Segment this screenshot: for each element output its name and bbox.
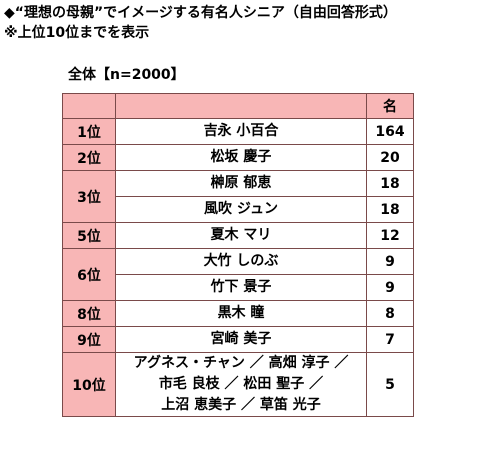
ranking-table: 名 1位 吉永 小百合 164 2位 松坂 慶子 20 3位 榊原 郁恵 18 風吹 ジュン 18 5… xyxy=(62,93,414,417)
name-cell: 竹下 景子 xyxy=(115,274,367,301)
name-cell: 風吹 ジュン xyxy=(115,196,367,223)
name-line: 松坂 慶子 xyxy=(210,149,272,165)
row: 3位 榊原 郁恵 18 xyxy=(62,170,414,223)
count-cell: 12 xyxy=(366,222,414,249)
row: 1位 吉永 小百合 164 xyxy=(62,118,414,145)
rank-cell: 1位 xyxy=(62,118,116,145)
name-cell: 黒木 瞳 xyxy=(115,300,367,327)
name-cell: 榊原 郁恵 xyxy=(115,170,367,197)
header-cell xyxy=(62,93,116,119)
count-cell: 9 xyxy=(366,248,414,275)
count-cell: 18 xyxy=(366,196,414,223)
header-row: 名 xyxy=(62,93,414,119)
name-line: 宮崎 美子 xyxy=(210,331,272,347)
name-line: 黒木 瞳 xyxy=(217,305,265,321)
count-cell: 9 xyxy=(366,274,414,301)
title-block: ◆“理想の母親”でイメージする有名人シニア（自由回答形式） ※上位10位までを表… xyxy=(4,3,397,43)
rank-cell: 9位 xyxy=(62,326,116,353)
count-cell: 7 xyxy=(366,326,414,353)
count-cell: 18 xyxy=(366,170,414,197)
name-cell: 宮崎 美子 xyxy=(115,326,367,353)
count-cell: 5 xyxy=(366,352,414,417)
title: ◆“理想の母親”でイメージする有名人シニア（自由回答形式） xyxy=(4,5,397,21)
name-line: 榊原 郁恵 xyxy=(210,175,272,191)
rank-cell: 2位 xyxy=(62,144,116,171)
rank-cell: 3位 xyxy=(62,170,116,223)
name-line: 夏木 マリ xyxy=(210,227,272,243)
row: 5位 夏木 マリ 12 xyxy=(62,222,414,249)
rank-cell: 6位 xyxy=(62,248,116,301)
header-cell: 名 xyxy=(366,93,414,119)
row: 8位 黒木 瞳 8 xyxy=(62,300,414,327)
row: 風吹 ジュン 18 xyxy=(63,196,414,223)
rank-cell: 5位 xyxy=(62,222,116,249)
name-line: 吉永 小百合 xyxy=(203,123,279,139)
count-cell: 8 xyxy=(366,300,414,327)
row: 2位 松坂 慶子 20 xyxy=(62,144,414,171)
count-cell: 20 xyxy=(366,144,414,171)
row: 10位 アグネス・チャン ／ 高畑 淳子 ／ 市毛 良枝 ／ 松田 聖子 ／ 上沼 恵… xyxy=(62,352,414,417)
table-body: 名 1位 吉永 小百合 164 2位 松坂 慶子 20 3位 榊原 郁恵 18 風吹 ジュン 18 5… xyxy=(62,93,414,417)
row: 6位 大竹 しのぶ 9 xyxy=(62,248,414,301)
header-cell xyxy=(115,93,367,119)
name-line: 竹下 景子 xyxy=(210,279,272,295)
count-cell: 164 xyxy=(366,118,414,145)
name-line: 市毛 良枝 ／ 松田 聖子 ／ xyxy=(158,376,324,392)
rank-cell: 10位 xyxy=(62,352,116,417)
name-line: 上沼 恵美子 ／ 草笛 光子 xyxy=(161,397,321,413)
subtitle: 全体【n=2000】 xyxy=(68,67,185,83)
name-line: 風吹 ジュン xyxy=(204,201,278,217)
row: 9位 宮崎 美子 7 xyxy=(62,326,414,353)
name-line: 大竹 しのぶ xyxy=(203,253,279,269)
name-cell: アグネス・チャン ／ 高畑 淳子 ／ 市毛 良枝 ／ 松田 聖子 ／ 上沼 恵美子 … xyxy=(115,352,367,417)
name-cell: 夏木 マリ xyxy=(115,222,367,249)
row: 竹下 景子 9 xyxy=(63,274,414,301)
name-cell: 吉永 小百合 xyxy=(115,118,367,145)
name-cell: 松坂 慶子 xyxy=(115,144,367,171)
name-cell: 大竹 しのぶ xyxy=(115,248,367,275)
note: ※上位10位までを表示 xyxy=(4,25,150,41)
name-line: アグネス・チャン ／ 高畑 淳子 ／ xyxy=(133,355,349,371)
rank-cell: 8位 xyxy=(62,300,116,327)
